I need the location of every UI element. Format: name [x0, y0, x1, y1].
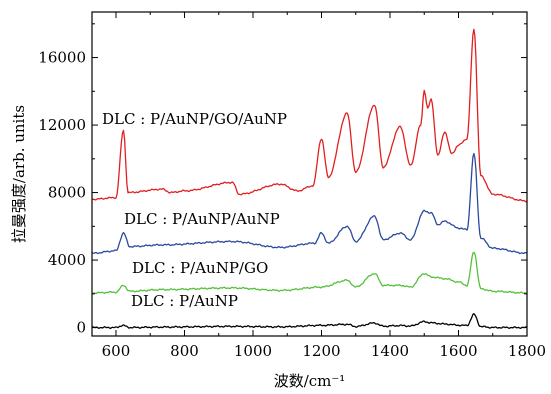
x-axis-title: 波数/cm⁻¹	[274, 372, 346, 390]
x-tick-label: 1400	[371, 342, 409, 360]
x-tick-label: 800	[170, 342, 199, 360]
series-label-auNP-auNP: DLC : P/AuNP/AuNP	[124, 210, 280, 228]
y-tick-label: 8000	[48, 184, 86, 202]
series-line	[91, 28, 528, 203]
series-line	[91, 313, 528, 329]
plot-frame	[91, 11, 528, 337]
plot-series	[91, 28, 528, 329]
y-axis-title: 拉曼强度/arb. units	[10, 105, 28, 243]
series-label-go: DLC : P/AuNP/GO	[132, 259, 268, 277]
series-label-base: DLC : P/AuNP	[131, 292, 238, 310]
y-tick-label: 4000	[48, 251, 86, 269]
x-tick-label: 1000	[234, 342, 272, 360]
series-line	[91, 251, 528, 295]
y-axis-ticks: 0 4000 8000 12000 16000	[38, 23, 527, 337]
y-tick-label: 0	[76, 319, 86, 337]
x-tick-label: 1600	[439, 342, 477, 360]
x-tick-label: 600	[102, 342, 131, 360]
x-axis-ticks: 600 800 1000 1200 1400 1600 1800	[102, 12, 546, 360]
x-tick-label: 1800	[508, 342, 546, 360]
y-tick-label: 12000	[38, 116, 86, 134]
series-line	[91, 152, 528, 255]
x-tick-label: 1200	[302, 342, 340, 360]
y-tick-label: 16000	[38, 49, 86, 67]
series-label-go-auNP: DLC : P/AuNP/GO/AuNP	[102, 110, 287, 128]
